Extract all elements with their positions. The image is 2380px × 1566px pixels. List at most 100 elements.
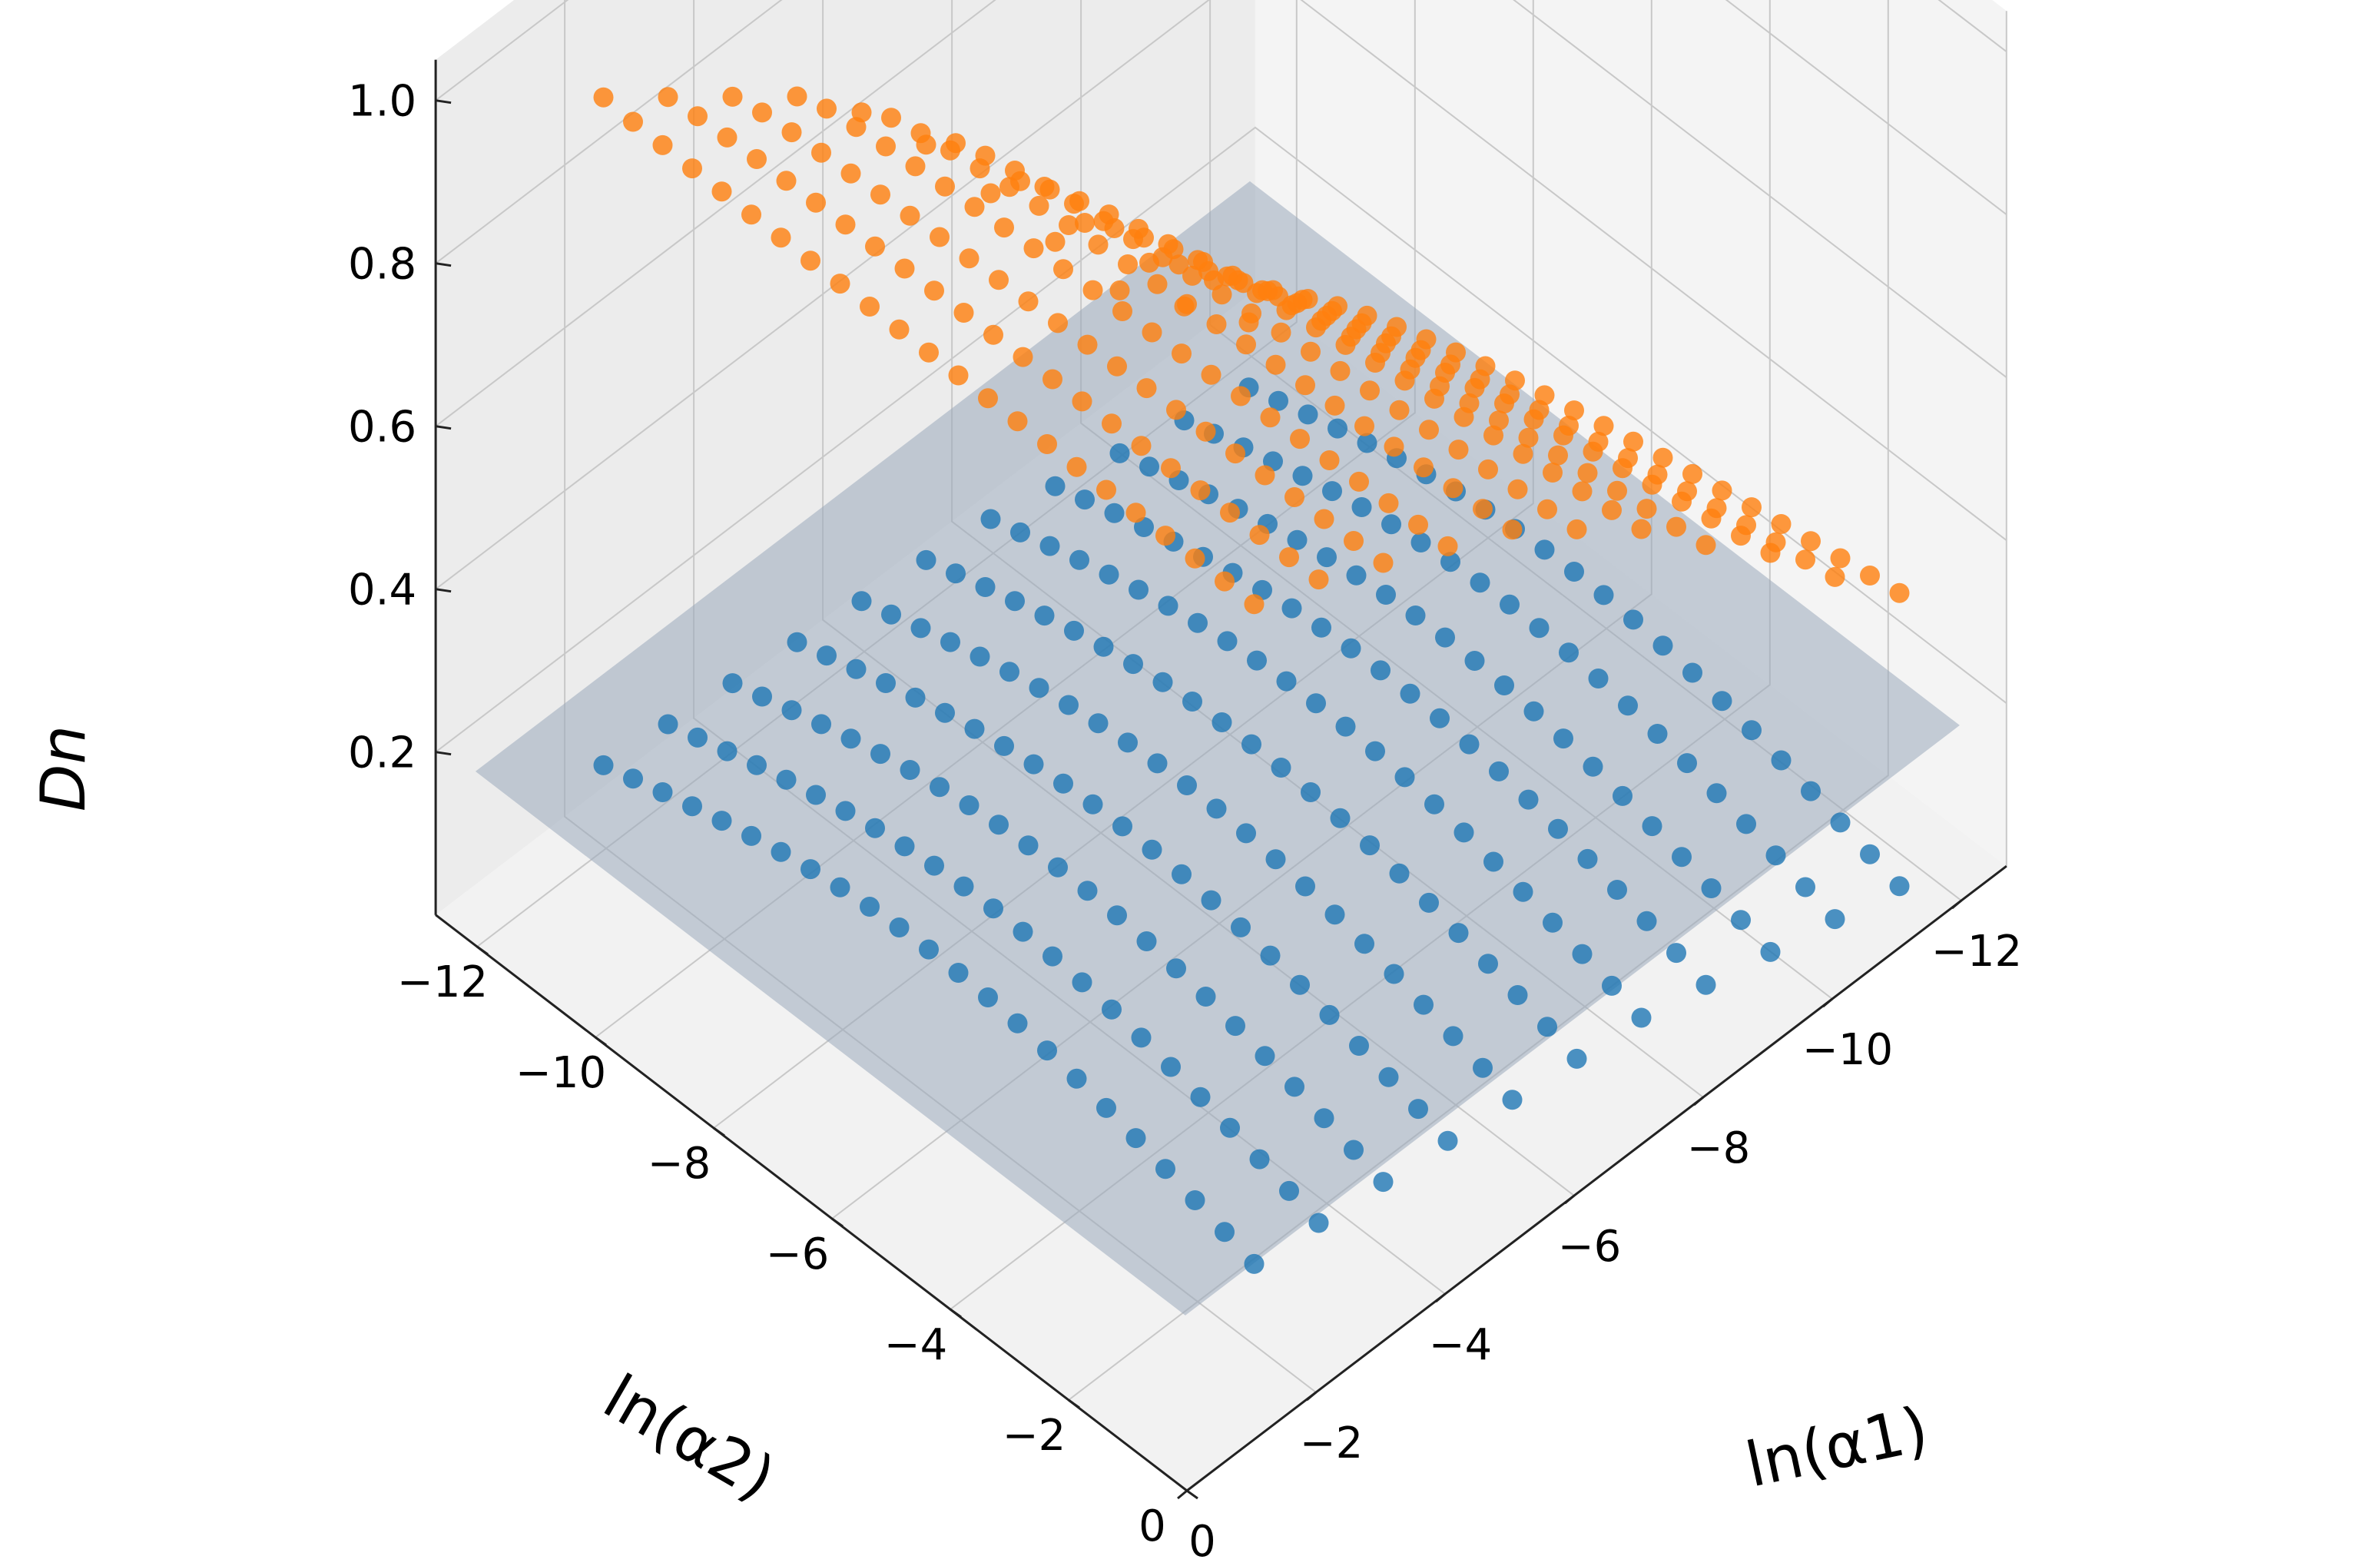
- data-point-orange: [811, 142, 831, 163]
- data-point-blue: [1440, 552, 1460, 572]
- data-point-blue: [1072, 972, 1092, 993]
- data-point-blue: [1652, 635, 1673, 656]
- data-point-blue: [1322, 481, 1342, 502]
- data-point-orange: [865, 236, 885, 257]
- grid-line-z: [435, 0, 2007, 427]
- data-point-orange: [652, 134, 673, 155]
- data-point-blue: [916, 549, 936, 570]
- data-point-blue: [1378, 1067, 1399, 1087]
- data-point-orange: [1215, 571, 1235, 592]
- data-point-orange: [1185, 548, 1205, 569]
- x-tick-mark: [1951, 899, 1962, 910]
- data-point-blue: [1075, 489, 1095, 510]
- data-point-blue: [1319, 1004, 1340, 1025]
- data-point-orange: [900, 205, 920, 226]
- data-point-orange: [1048, 313, 1068, 333]
- data-point-blue: [964, 718, 985, 739]
- data-point-blue: [1206, 798, 1227, 819]
- x-tick-mark: [1306, 1391, 1317, 1402]
- data-point-orange: [771, 227, 791, 248]
- data-point-blue: [1059, 695, 1079, 715]
- data-point-blue: [1588, 669, 1609, 688]
- data-point-orange: [1636, 499, 1657, 519]
- data-point-blue: [1765, 845, 1786, 866]
- data-point-orange: [876, 136, 896, 157]
- data-point-orange: [1037, 434, 1057, 454]
- data-point-blue: [1414, 994, 1434, 1015]
- data-point-orange: [835, 214, 856, 235]
- x-tick-mark: [1177, 1489, 1188, 1500]
- data-point-blue: [1682, 662, 1702, 683]
- z-tick-mark: [435, 99, 452, 105]
- data-point-blue: [1507, 985, 1528, 1005]
- data-point-orange: [1889, 582, 1910, 603]
- data-point-orange: [1443, 478, 1463, 499]
- data-point-orange: [1152, 247, 1173, 267]
- data-point-blue: [1381, 514, 1401, 535]
- data-point-blue: [1736, 814, 1756, 834]
- data-point-blue: [1125, 1128, 1146, 1149]
- data-point-blue: [1039, 536, 1060, 556]
- data-point-blue: [1500, 594, 1520, 615]
- y-tick-label: −6: [766, 1229, 830, 1279]
- data-point-orange: [1308, 569, 1329, 590]
- data-point-blue: [1037, 1040, 1057, 1061]
- data-point-blue: [658, 714, 678, 735]
- data-point-orange: [983, 324, 1003, 345]
- data-point-blue: [1029, 678, 1049, 698]
- data-point-orange: [1195, 421, 1216, 442]
- data-point-blue: [870, 744, 890, 765]
- data-point-blue: [999, 662, 1019, 682]
- data-point-blue: [1513, 881, 1533, 902]
- data-point-blue: [1341, 638, 1361, 659]
- z-tick-label: 0.6: [348, 403, 416, 453]
- data-point-orange: [1279, 547, 1299, 568]
- data-point-orange: [930, 227, 950, 247]
- data-point-orange: [1553, 425, 1573, 446]
- data-point-orange: [1053, 259, 1073, 280]
- data-point-blue: [889, 917, 910, 937]
- data-point-blue: [1236, 823, 1256, 844]
- data-point-blue: [1317, 547, 1337, 568]
- z-tick-mark: [435, 262, 452, 267]
- data-point-blue: [787, 632, 807, 652]
- data-point-orange: [1177, 294, 1197, 314]
- data-point-blue: [1706, 783, 1727, 804]
- data-point-blue: [975, 577, 996, 597]
- data-point-orange: [752, 102, 772, 123]
- data-point-orange: [1241, 303, 1261, 323]
- z-tick-label: 0.8: [348, 240, 416, 290]
- data-point-orange: [1324, 395, 1345, 416]
- data-point-orange: [1518, 427, 1539, 448]
- data-point-orange: [1564, 400, 1584, 421]
- data-point-orange: [1107, 356, 1127, 377]
- data-point-blue: [1459, 734, 1480, 755]
- data-point-orange: [1172, 343, 1192, 364]
- data-point-orange: [1384, 436, 1404, 457]
- data-point-orange: [1201, 364, 1221, 385]
- data-point-blue: [1042, 946, 1062, 967]
- data-point-orange: [1572, 481, 1593, 502]
- x-tick-mark: [1822, 997, 1833, 1008]
- data-point-blue: [1290, 974, 1310, 995]
- data-point-orange: [1437, 536, 1458, 556]
- data-point-orange: [1136, 378, 1157, 399]
- data-point-orange: [1093, 211, 1114, 231]
- data-point-orange: [1602, 499, 1622, 520]
- data-point-orange: [1072, 391, 1092, 412]
- data-point-orange: [1064, 194, 1084, 214]
- data-point-orange: [1414, 457, 1434, 478]
- data-point-orange: [1349, 471, 1369, 492]
- data-point-blue: [1136, 931, 1157, 951]
- data-point-blue: [946, 563, 966, 584]
- data-point-blue: [1351, 497, 1372, 517]
- data-point-orange: [722, 86, 743, 107]
- data-point-orange: [1066, 456, 1087, 477]
- data-point-orange: [1577, 463, 1598, 483]
- data-point-blue: [1564, 562, 1584, 582]
- data-point-blue: [1408, 1099, 1428, 1120]
- data-point-orange: [1448, 440, 1469, 460]
- data-point-blue: [1623, 609, 1643, 630]
- data-point-blue: [1298, 404, 1318, 425]
